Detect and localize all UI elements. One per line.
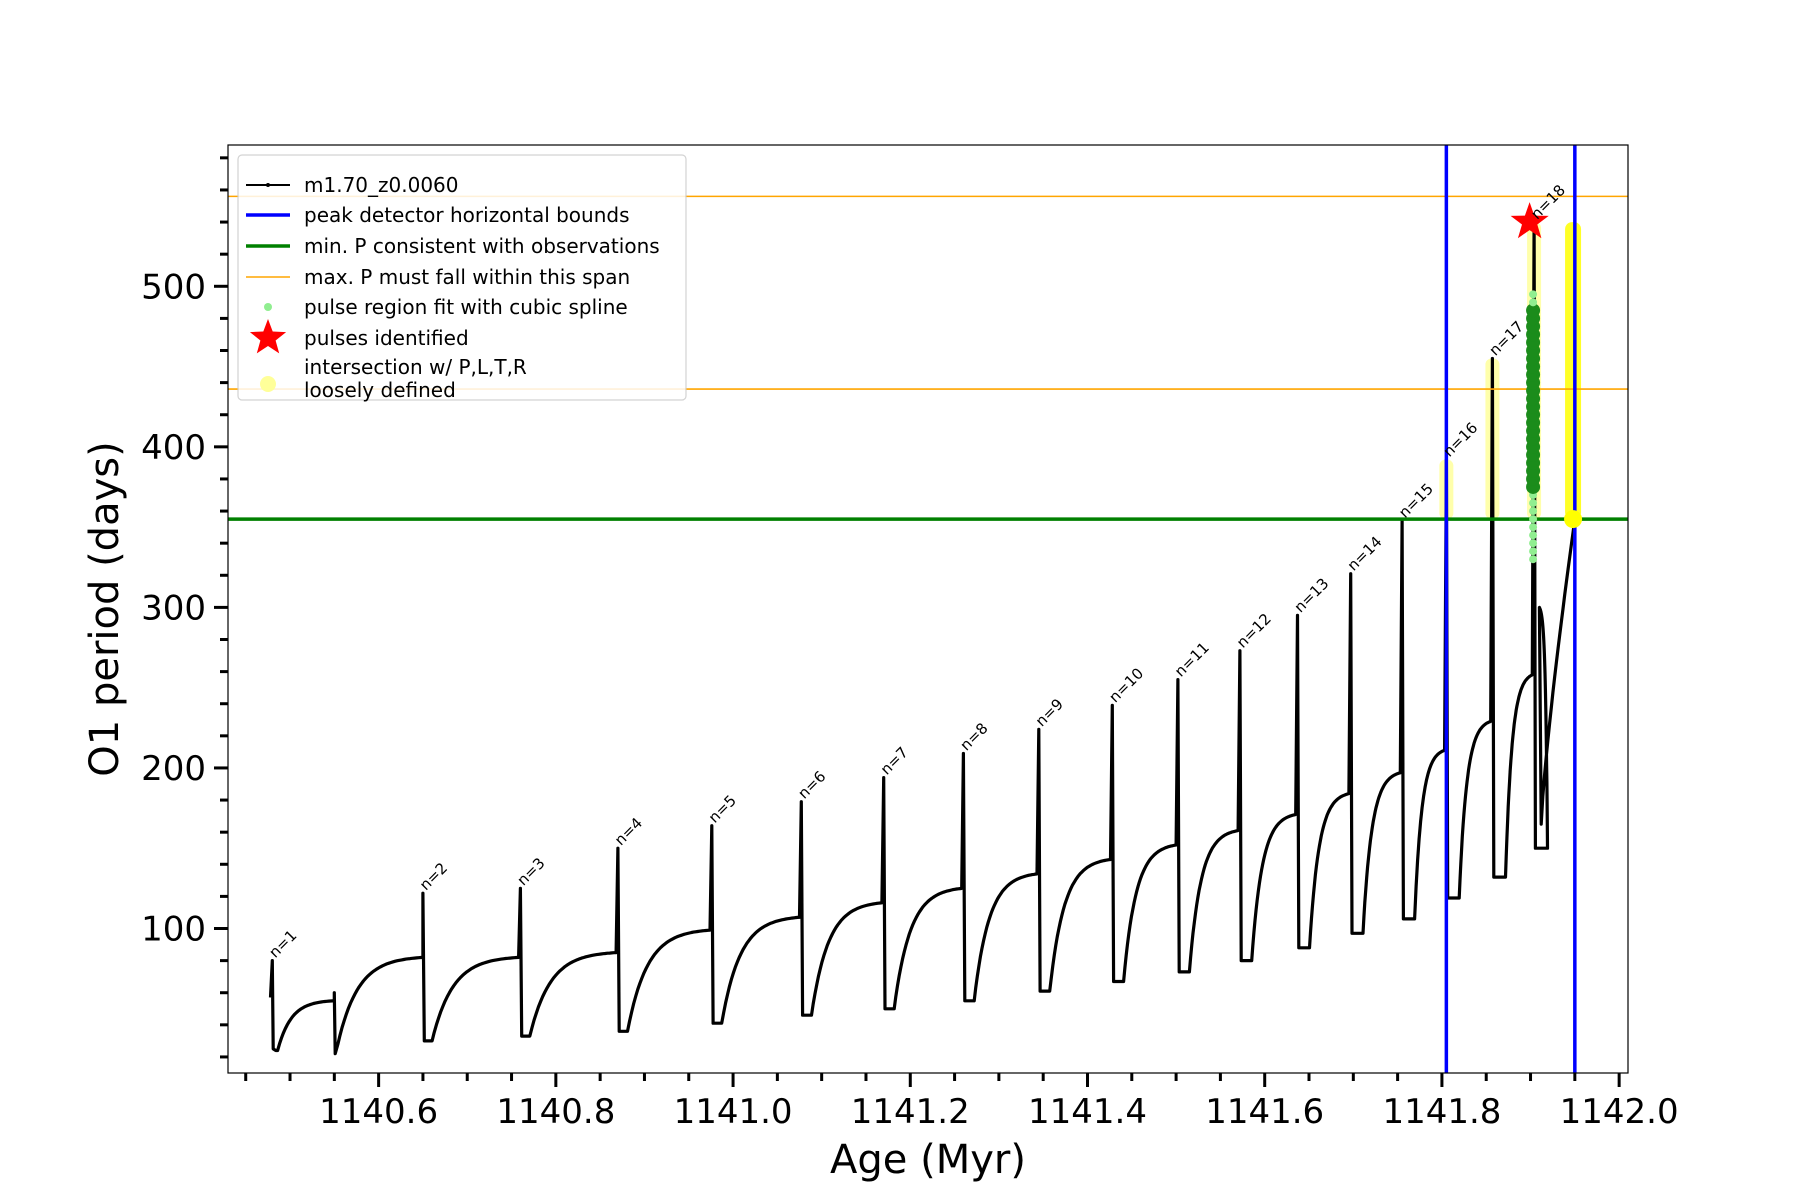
pulse-label: n=17 [1486, 318, 1528, 360]
legend-label: pulse region fit with cubic spline [304, 295, 628, 319]
spline-fit-point [1529, 523, 1538, 532]
pulse-label: n=8 [957, 719, 992, 754]
pulse-label: n=12 [1233, 610, 1275, 652]
y-axis-title: O1 period (days) [82, 441, 128, 776]
intersection-band-final [1565, 222, 1582, 520]
legend-swatch [264, 303, 272, 311]
legend-swatch-dot [266, 183, 270, 187]
legend-label: loosely defined [304, 378, 456, 402]
pulse-label: n=5 [705, 791, 740, 826]
y-tick-label: 100 [141, 910, 206, 950]
pulse-label: n=9 [1032, 695, 1067, 730]
pulse-label: n=2 [416, 859, 451, 894]
spline-fit-point [1529, 539, 1538, 548]
x-tick-label: 1141.2 [851, 1092, 970, 1132]
y-tick-label: 300 [141, 588, 206, 628]
pulse-label: n=3 [514, 854, 549, 889]
legend-frame [237, 154, 687, 401]
pulse-label: n=11 [1171, 639, 1213, 681]
plot-area-frame [227, 144, 1629, 1074]
legend-swatch [249, 319, 287, 354]
x-tick-label: 1140.8 [496, 1092, 615, 1132]
intersection-point [1564, 510, 1583, 529]
pulse-label: n=6 [794, 767, 829, 802]
spline-fit-point [1529, 499, 1538, 508]
spline-fit-point [1529, 298, 1538, 307]
legend-label: min. P consistent with observations [304, 234, 660, 258]
legend-swatch [260, 376, 276, 392]
x-tick-label: 1141.6 [1205, 1092, 1324, 1132]
legend-label: max. P must fall within this span [304, 265, 630, 289]
pulse-label: n=1 [265, 926, 300, 961]
x-axis-title: Age (Myr) [830, 1137, 1026, 1183]
legend-label: peak detector horizontal bounds [304, 203, 630, 227]
x-tick-label: 1142.0 [1560, 1092, 1679, 1132]
spline-fit-point [1526, 303, 1541, 318]
legend-label: intersection w/ P,L,T,R [304, 355, 527, 379]
y-tick-label: 500 [141, 267, 206, 307]
pulse-label: n=13 [1291, 574, 1333, 616]
pulse-label: n=14 [1344, 533, 1386, 575]
spline-fit-point [1529, 547, 1538, 556]
y-tick-label: 200 [141, 749, 206, 789]
x-tick-label: 1141.4 [1028, 1092, 1147, 1132]
series-line-m1.70_z0.0060 [268, 220, 1577, 1056]
pulse-identified-star [1510, 202, 1549, 239]
spline-fit-point [1529, 507, 1538, 516]
legend-label: m1.70_z0.0060 [304, 173, 459, 197]
y-tick-label: 400 [141, 428, 206, 468]
pulse-label: n=10 [1105, 664, 1147, 706]
spline-fit-point [1529, 290, 1538, 299]
legend-label: pulses identified [304, 326, 469, 350]
pulse-label: n=4 [611, 814, 646, 849]
pulse-label: n=15 [1395, 480, 1437, 522]
pulse-label: n=7 [877, 743, 912, 778]
spline-fit-point [1529, 531, 1538, 540]
spline-fit-point [1529, 555, 1538, 564]
x-tick-label: 1141.8 [1382, 1092, 1501, 1132]
spline-fit-point [1529, 515, 1538, 524]
pulse-label: n=18 [1527, 181, 1569, 223]
x-tick-label: 1141.0 [674, 1092, 793, 1132]
x-tick-label: 1140.6 [319, 1092, 438, 1132]
